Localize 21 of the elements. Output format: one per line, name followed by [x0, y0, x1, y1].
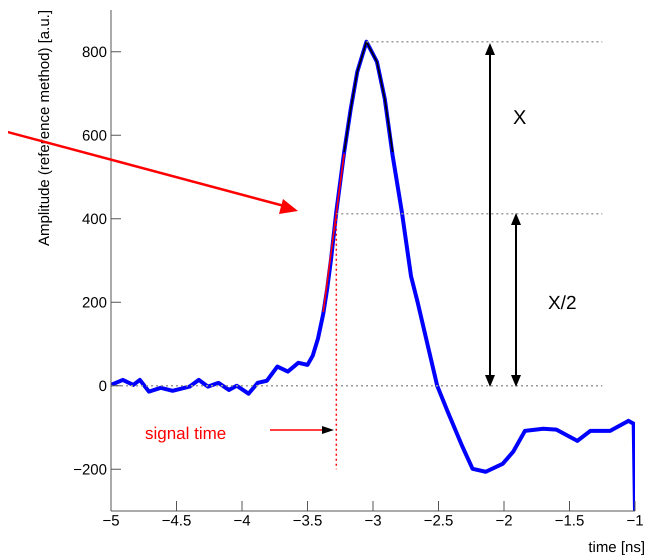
y-axis-title: Amplitude (reference method) [a.u.]: [36, 10, 53, 246]
x-tick-label: −2.5: [424, 512, 454, 530]
x-tick-label: −1: [626, 512, 644, 530]
x-axis-title: time [ns]: [588, 539, 645, 555]
y-tick-label: 200: [82, 294, 107, 312]
x-tick-label: −4: [233, 512, 251, 530]
annotation: X/2: [548, 293, 577, 314]
x-tick-label: −3.5: [292, 512, 322, 530]
annotation: X: [513, 107, 526, 129]
y-tick-label: 800: [82, 44, 107, 62]
x-tick-label: −3: [364, 512, 382, 530]
x-tick-label: −4.5: [162, 512, 192, 530]
x-tick-label: −1.5: [554, 512, 584, 530]
annotation: signal time: [145, 424, 226, 443]
x-tick-label: −2: [495, 512, 513, 530]
y-tick-label: 400: [82, 211, 107, 228]
line-series: [343, 40, 394, 153]
y-tick-label: −200: [73, 462, 107, 479]
y-tick-label: 600: [82, 128, 107, 145]
x-tick-label: −5: [102, 512, 120, 530]
y-tick-label: 0: [98, 378, 107, 396]
